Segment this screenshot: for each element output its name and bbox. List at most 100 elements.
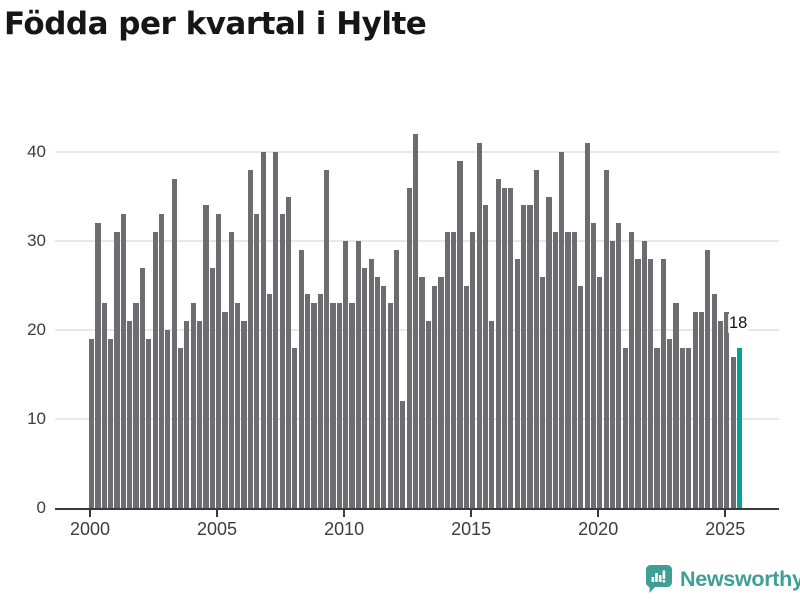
bar	[177, 347, 184, 508]
bar	[374, 276, 381, 508]
bar	[209, 267, 215, 508]
bar	[616, 223, 622, 508]
bar	[673, 303, 679, 508]
y-axis-label-10: 10	[27, 409, 46, 428]
bar	[533, 169, 539, 508]
bar	[203, 205, 209, 508]
bar	[101, 303, 107, 508]
y-axis-label-30: 30	[27, 231, 46, 250]
bar	[438, 276, 444, 508]
bar	[95, 223, 101, 508]
bar	[368, 258, 374, 508]
bar	[654, 347, 660, 508]
bar	[330, 303, 336, 508]
bar	[285, 196, 292, 508]
bar	[139, 267, 145, 508]
bar	[648, 258, 654, 508]
x-axis-tick-2015	[470, 510, 473, 517]
bar	[114, 232, 120, 508]
bar	[317, 294, 323, 508]
bar	[266, 294, 273, 508]
bar	[629, 232, 635, 508]
bar	[571, 232, 577, 508]
bar	[565, 232, 571, 508]
x-axis-label-2025: 2025	[705, 519, 746, 539]
bar	[432, 285, 438, 508]
bar	[254, 214, 260, 508]
bar	[559, 152, 565, 508]
bar	[190, 303, 196, 508]
bar	[108, 338, 114, 508]
bar	[476, 143, 482, 508]
bar	[686, 347, 692, 508]
bar	[158, 214, 165, 508]
bar	[717, 321, 724, 508]
bar	[393, 249, 400, 508]
x-axis-label-2020: 2020	[578, 519, 619, 539]
bar	[222, 312, 228, 508]
bar	[552, 232, 558, 508]
bar	[546, 196, 552, 508]
bar	[698, 312, 705, 508]
bar	[584, 143, 590, 508]
chart-title: Födda per kvartal i Hylte	[4, 6, 427, 42]
bar	[609, 241, 616, 508]
bar	[355, 241, 361, 508]
bar	[679, 347, 686, 508]
bar	[692, 312, 698, 508]
bar	[578, 285, 584, 508]
bar	[711, 294, 717, 508]
bar	[349, 303, 355, 508]
bar	[171, 178, 177, 508]
brand-footer: Newsworthy	[645, 564, 800, 594]
bar	[324, 169, 330, 508]
bar	[400, 401, 406, 508]
bar	[235, 303, 241, 508]
bar	[463, 285, 469, 508]
bar	[451, 232, 457, 508]
bar	[724, 312, 730, 508]
x-axis-label-2005: 2005	[197, 519, 238, 539]
bar	[241, 321, 247, 508]
x-axis-tick-2010	[343, 510, 346, 517]
bar	[527, 205, 533, 508]
bar	[146, 338, 152, 508]
bar	[540, 276, 546, 508]
bar	[444, 232, 450, 508]
bar	[590, 223, 597, 508]
bar	[413, 134, 419, 508]
bar	[641, 241, 647, 508]
bar	[425, 321, 431, 508]
bar	[305, 294, 311, 508]
bar	[705, 249, 711, 508]
bar	[660, 258, 666, 508]
bar	[521, 205, 527, 508]
bar	[730, 356, 736, 508]
bar	[343, 241, 349, 508]
y-axis-label-0: 0	[36, 498, 46, 517]
bar	[184, 321, 190, 508]
x-axis-line	[55, 507, 779, 510]
bar	[298, 249, 304, 508]
bar	[381, 285, 387, 508]
bar-highlight-latest	[737, 347, 743, 508]
bar	[362, 267, 368, 508]
bar	[127, 321, 133, 508]
brand-name: Newsworthy	[680, 566, 800, 591]
bar	[336, 303, 342, 508]
x-axis-tick-2000	[89, 510, 91, 517]
x-axis-tick-2025	[724, 510, 727, 517]
bar	[247, 169, 253, 508]
y-axis-label-40: 40	[27, 142, 46, 161]
bar	[89, 338, 95, 508]
bar	[508, 187, 514, 508]
bar	[311, 303, 317, 508]
bar	[228, 232, 234, 508]
x-axis-label-2015: 2015	[451, 519, 492, 539]
bar	[457, 160, 463, 508]
bar	[279, 214, 285, 508]
bar	[387, 303, 393, 508]
bar	[273, 152, 279, 508]
bar	[489, 321, 495, 508]
